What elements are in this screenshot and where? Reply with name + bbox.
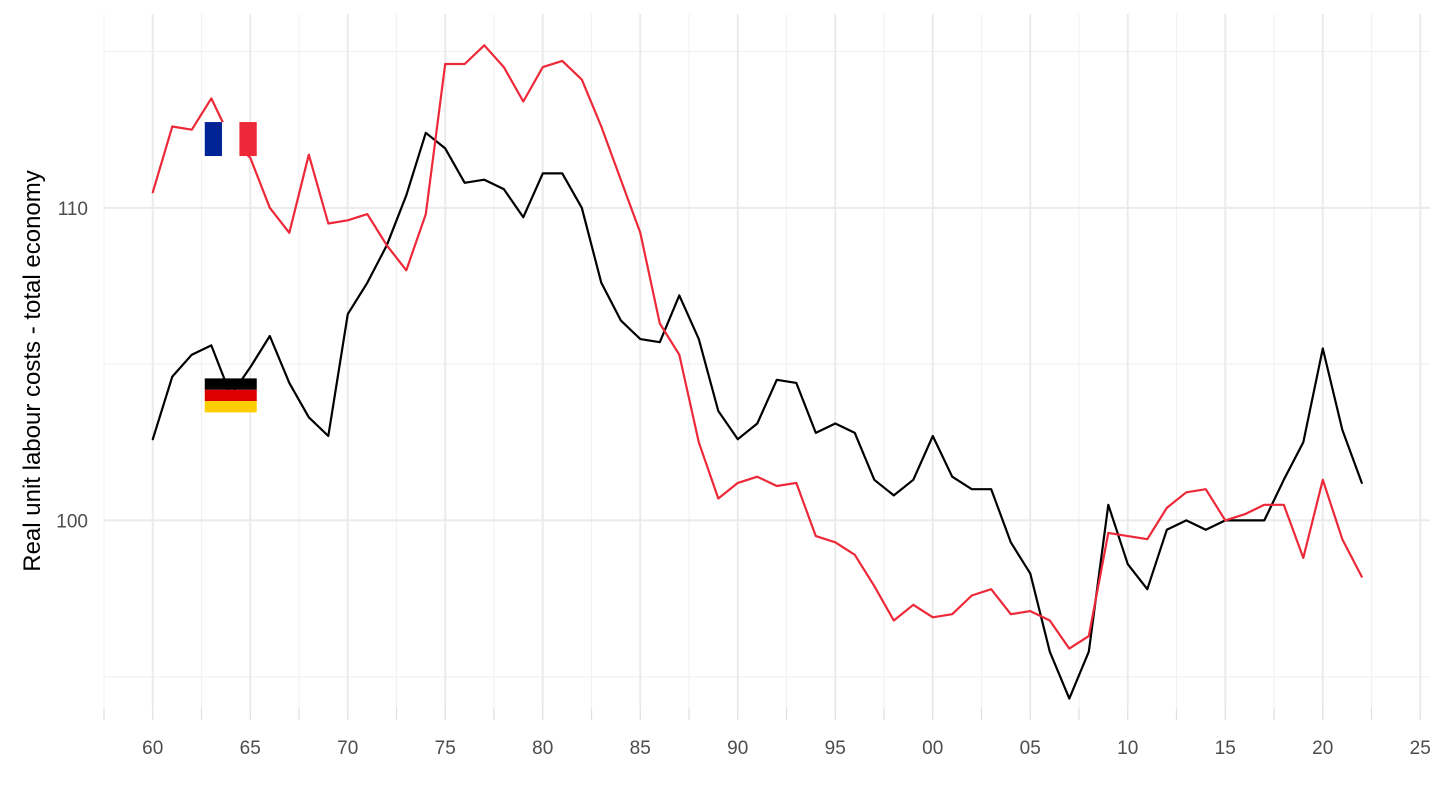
y-axis: 100 110 [56, 199, 88, 533]
y-tick-label: 100 [56, 511, 88, 532]
x-tick-label: 90 [727, 738, 748, 759]
x-tick-label: 10 [1117, 738, 1138, 759]
germany-flag-icon [204, 378, 257, 413]
series-line-france [151, 44, 1363, 650]
y-axis-title: Real unit labour costs - total economy [19, 170, 46, 572]
y-tick-label: 110 [58, 199, 88, 220]
x-axis: 60 65 70 75 80 85 90 95 00 05 10 15 20 25 [103, 708, 1431, 759]
x-tick-label: 60 [142, 738, 163, 759]
x-tick-label: 80 [532, 738, 553, 759]
minor-gridlines [103, 14, 1430, 708]
x-tick-label: 95 [825, 738, 846, 759]
france-flag-icon [204, 122, 257, 157]
x-tick-label: 70 [337, 738, 358, 759]
x-tick-label: 05 [1020, 738, 1041, 759]
x-tick-label: 20 [1312, 738, 1333, 759]
x-tick-label: 25 [1410, 738, 1431, 759]
x-tick-label: 85 [630, 738, 651, 759]
series-lines [151, 44, 1363, 700]
legend-flags [204, 122, 257, 413]
series-line-germany [151, 131, 1363, 700]
x-tick-label: 00 [922, 738, 943, 759]
x-tick-label: 15 [1215, 738, 1236, 759]
x-tick-label: 75 [435, 738, 456, 759]
x-tick-label: 65 [240, 738, 261, 759]
major-gridlines [104, 14, 1430, 708]
